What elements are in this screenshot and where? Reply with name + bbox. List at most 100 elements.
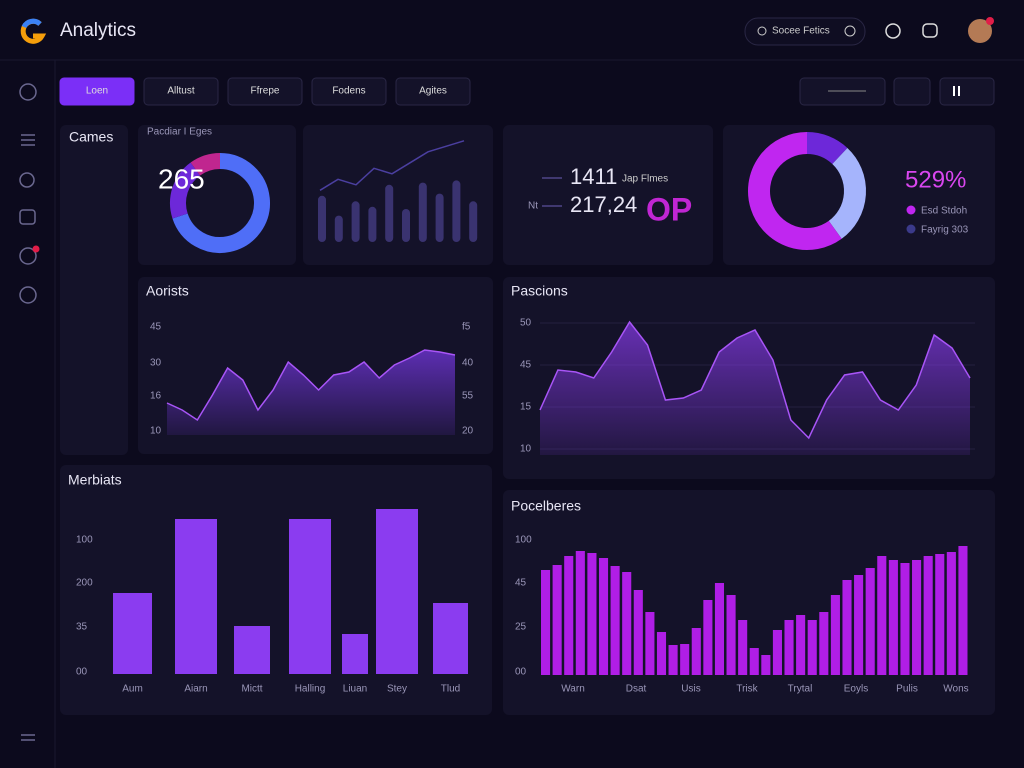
bar <box>334 215 343 242</box>
bar <box>784 620 794 675</box>
tab[interactable] <box>59 77 135 106</box>
ring-value: 529% <box>905 166 966 193</box>
nav-icon[interactable] <box>19 172 35 188</box>
search-placeholder: Socee Fetics <box>772 26 830 37</box>
bar <box>368 206 377 242</box>
x-tick-label: Usis <box>681 684 700 695</box>
legend-swatch <box>906 224 916 234</box>
x-tick-label: Halling <box>295 684 326 695</box>
tab-label: Ffrepe <box>251 86 280 97</box>
legend-swatch <box>906 205 916 215</box>
panel-title: Aorists <box>146 283 189 299</box>
x-tick-label: Wons <box>943 684 968 695</box>
nav-icon[interactable] <box>19 247 37 265</box>
bar <box>923 556 933 675</box>
y-tick-label: 00 <box>76 667 88 678</box>
bar <box>958 546 968 675</box>
donut-segment <box>170 162 201 219</box>
area <box>540 322 970 455</box>
nav-icon[interactable] <box>21 734 35 741</box>
x-tick-label: Stey <box>387 684 407 695</box>
y-tick-label: 55 <box>462 391 474 402</box>
bar <box>342 634 368 674</box>
bar <box>668 645 678 675</box>
tab-label: Alltust <box>167 86 194 97</box>
avatar[interactable] <box>968 19 992 43</box>
bar <box>418 182 427 242</box>
bar <box>888 560 898 675</box>
x-tick-label: Aum <box>122 684 143 695</box>
bar <box>564 556 574 675</box>
pause-icon <box>953 86 960 96</box>
nav-icon[interactable] <box>19 83 37 101</box>
pause-button[interactable] <box>939 77 995 106</box>
bar <box>552 565 562 675</box>
bar <box>761 655 771 675</box>
y-tick-label: 40 <box>462 358 474 369</box>
bar <box>877 556 887 675</box>
panel-title: Pocelberes <box>511 498 581 514</box>
y-tick-label: 30 <box>150 358 162 369</box>
panel-title: Cames <box>69 129 113 145</box>
bar <box>842 580 852 675</box>
y-tick-label: 45 <box>150 322 162 333</box>
messages-icon[interactable] <box>922 23 938 38</box>
donut-segment <box>748 132 842 250</box>
tab[interactable] <box>395 77 471 106</box>
x-tick-label: Pulis <box>896 684 918 695</box>
legend-label: Fayrig 303 <box>921 225 969 236</box>
bar <box>469 201 478 242</box>
bar <box>234 626 270 674</box>
x-tick-label: Tlud <box>441 684 460 695</box>
bar <box>680 644 690 675</box>
search-box[interactable] <box>744 17 866 46</box>
bar <box>289 519 331 674</box>
bar <box>402 209 410 242</box>
y-tick-label: 45 <box>515 578 527 589</box>
tab-label: Agites <box>419 86 447 97</box>
filter-button[interactable] <box>893 77 931 106</box>
y-tick-label: 100 <box>76 535 93 546</box>
gauge-value: 265 <box>158 163 205 194</box>
x-tick-label: Eoyls <box>844 684 868 695</box>
panel-title: Merbiats <box>68 472 122 488</box>
x-tick-label: Aiarn <box>184 684 207 695</box>
panel <box>60 125 128 455</box>
y-tick-label: 10 <box>520 444 532 455</box>
nav-icon[interactable] <box>19 286 37 304</box>
panel <box>503 125 713 265</box>
y-tick-label: 45 <box>520 360 532 371</box>
bar <box>452 180 461 242</box>
nav-badge <box>32 245 40 253</box>
bar <box>645 612 655 675</box>
notifications-icon[interactable] <box>885 23 901 39</box>
stat-label: Jap Flmes <box>622 174 668 185</box>
bar <box>351 201 360 242</box>
bar <box>912 560 922 675</box>
donut-segment <box>190 153 221 176</box>
tab[interactable] <box>311 77 387 106</box>
bar <box>376 509 418 674</box>
y-tick-label: 200 <box>76 578 93 589</box>
search-button[interactable] <box>844 25 856 37</box>
bar <box>610 566 620 675</box>
bar <box>865 568 875 675</box>
bar <box>807 620 817 675</box>
tab[interactable] <box>143 77 219 106</box>
bar <box>598 558 609 675</box>
y-tick-label: 10 <box>150 426 162 437</box>
area-line <box>539 320 971 440</box>
x-tick-label: Trytal <box>788 684 813 695</box>
tab[interactable] <box>227 77 303 106</box>
stat-badge: OP <box>646 191 692 227</box>
nav-icon[interactable] <box>19 209 36 225</box>
bar <box>633 590 643 675</box>
donut-segment <box>172 153 270 253</box>
area-line <box>166 349 456 422</box>
donut-segment <box>828 147 866 239</box>
bar <box>830 595 840 675</box>
bar <box>854 575 864 675</box>
bar <box>738 620 748 675</box>
nav-icon[interactable] <box>21 134 35 146</box>
